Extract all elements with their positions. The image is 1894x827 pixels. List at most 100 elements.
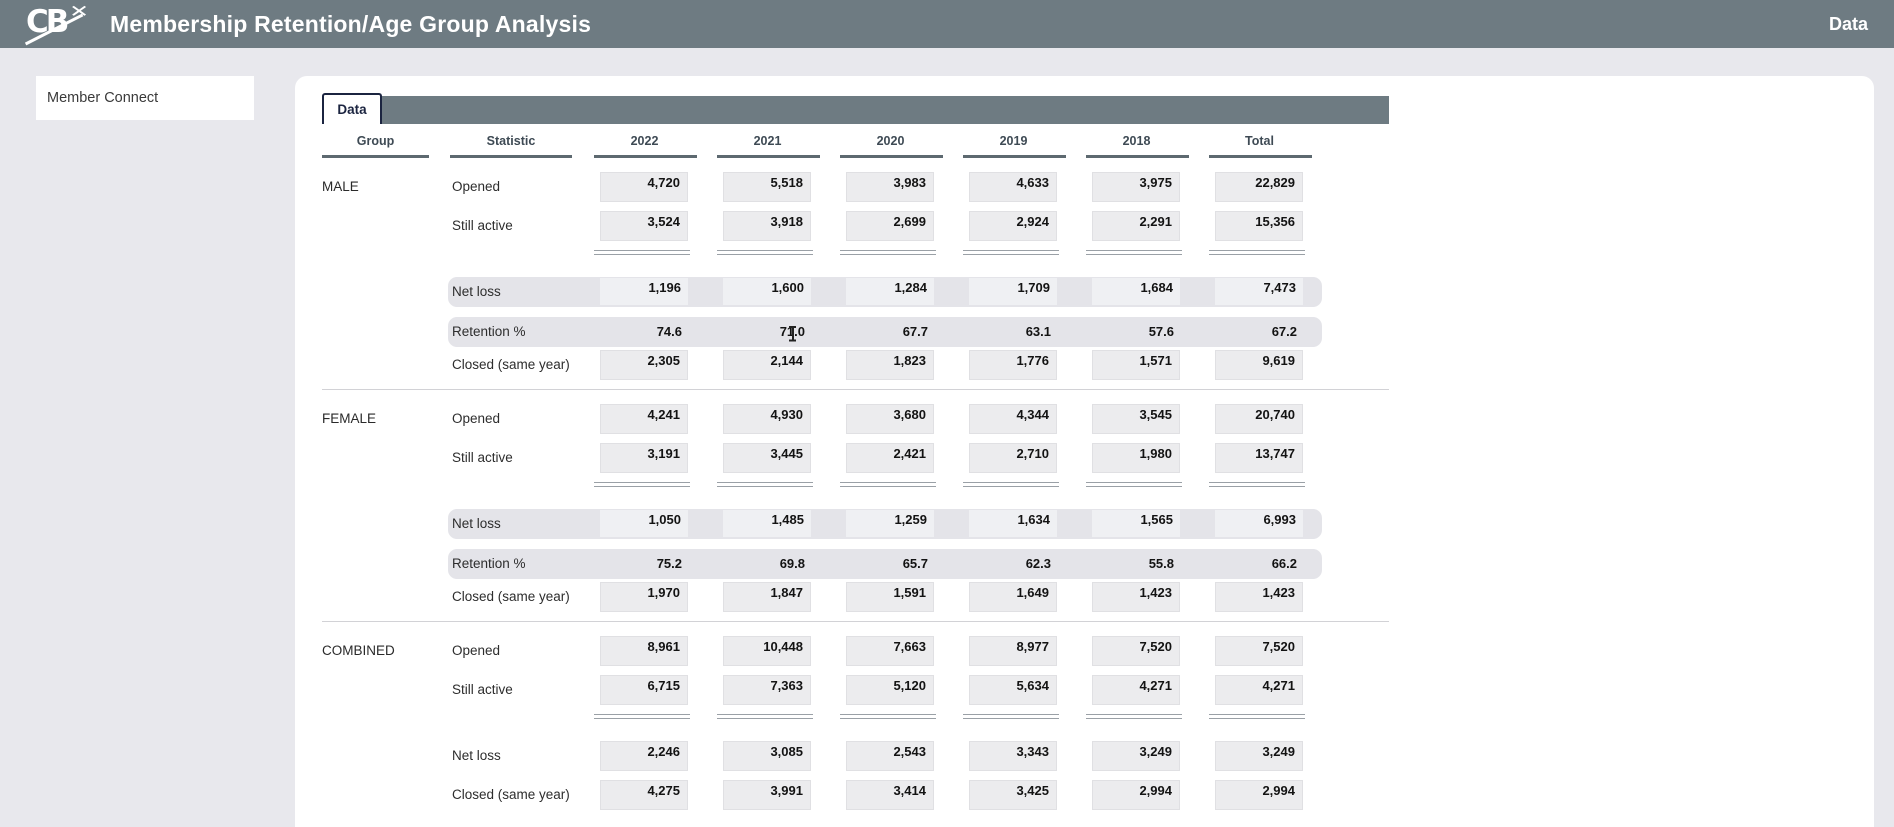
value-box[interactable]: 3,425 — [969, 780, 1057, 810]
value-cell: 63.1 — [961, 317, 1084, 347]
value-box[interactable]: 6,993 — [1215, 510, 1303, 537]
value-box[interactable]: 1,423 — [1092, 582, 1180, 612]
value-cell: 1,591 — [838, 582, 961, 612]
value-box[interactable]: 3,680 — [846, 404, 934, 434]
value-box[interactable]: 4,275 — [600, 780, 688, 810]
value-box[interactable]: 8,961 — [600, 636, 688, 666]
value-box[interactable]: 1,196 — [600, 278, 688, 305]
value-box[interactable]: 7,520 — [1092, 636, 1180, 666]
value-cell: 2,543 — [838, 741, 961, 771]
group-spacer — [322, 741, 450, 771]
value-cell — [1207, 250, 1330, 255]
value-box[interactable]: 4,271 — [1215, 675, 1303, 705]
value-text: 7,520 — [1262, 639, 1295, 654]
value-box[interactable]: 2,994 — [1215, 780, 1303, 810]
value-box[interactable]: 3,918 — [723, 211, 811, 241]
value-box[interactable]: 2,699 — [846, 211, 934, 241]
value-box[interactable]: 1,847 — [723, 582, 811, 612]
value-box[interactable]: 4,720 — [600, 172, 688, 202]
tab-data[interactable]: Data — [322, 93, 382, 124]
value-box[interactable]: 1,284 — [846, 278, 934, 305]
value-box[interactable]: 1,259 — [846, 510, 934, 537]
value-box[interactable]: 1,970 — [600, 582, 688, 612]
value-box[interactable]: 1,591 — [846, 582, 934, 612]
value-box[interactable]: 1,709 — [969, 278, 1057, 305]
value-box[interactable]: 15,356 — [1215, 211, 1303, 241]
value-box[interactable]: 1,684 — [1092, 278, 1180, 305]
value-box[interactable]: 3,414 — [846, 780, 934, 810]
value-cell: 6,993 — [1207, 509, 1330, 539]
value-box[interactable]: 3,545 — [1092, 404, 1180, 434]
value-box[interactable]: 1,634 — [969, 510, 1057, 537]
value-box[interactable]: 1,823 — [846, 350, 934, 380]
value-box[interactable]: 3,983 — [846, 172, 934, 202]
value-box[interactable]: 5,120 — [846, 675, 934, 705]
value-box[interactable]: 3,991 — [723, 780, 811, 810]
value-text: 1,050 — [648, 512, 681, 527]
value-box[interactable]: 3,445 — [723, 443, 811, 473]
value-box[interactable]: 2,543 — [846, 741, 934, 771]
value-box[interactable]: 2,710 — [969, 443, 1057, 473]
value-text: 1,485 — [771, 512, 804, 527]
value-box[interactable]: 1,565 — [1092, 510, 1180, 537]
table-row: Net loss 1,050 1,485 1,259 1,634 1,565 6,993 — [322, 509, 1330, 539]
value-cell: 1,050 — [592, 509, 715, 539]
value-box[interactable]: 2,291 — [1092, 211, 1180, 241]
value-box[interactable]: 1,050 — [600, 510, 688, 537]
value-box[interactable]: 1,485 — [723, 510, 811, 537]
value-text: 6,715 — [647, 678, 680, 693]
value-box[interactable]: 1,776 — [969, 350, 1057, 380]
sidebar-item-member-connect[interactable]: Member Connect — [36, 76, 254, 120]
value-box[interactable]: 3,249 — [1215, 741, 1303, 771]
value-text: 63.1 — [1025, 324, 1051, 339]
value-box[interactable]: 1,980 — [1092, 443, 1180, 473]
value-box[interactable]: 5,518 — [723, 172, 811, 202]
nav-data-link[interactable]: Data — [1828, 13, 1868, 34]
value-box[interactable]: 1,423 — [1215, 582, 1303, 612]
tab-strip — [381, 96, 1389, 124]
value-box[interactable]: 20,740 — [1215, 404, 1303, 434]
value-box[interactable]: 3,191 — [600, 443, 688, 473]
table-row: FEMALE Opened 4,241 4,930 3,680 4,344 3,545 20,… — [322, 404, 1330, 434]
value-box[interactable]: 8,977 — [969, 636, 1057, 666]
value-box[interactable]: 3,343 — [969, 741, 1057, 771]
value-box[interactable]: 5,634 — [969, 675, 1057, 705]
value-box[interactable]: 3,524 — [600, 211, 688, 241]
value-box[interactable]: 1,649 — [969, 582, 1057, 612]
value-box[interactable]: 4,344 — [969, 404, 1057, 434]
value-box[interactable]: 13,747 — [1215, 443, 1303, 473]
group-spacer — [322, 582, 450, 612]
value-box[interactable]: 6,715 — [600, 675, 688, 705]
value-box[interactable]: 1,571 — [1092, 350, 1180, 380]
table-row: Closed (same year) 4,275 3,991 3,414 3,425 2,… — [322, 780, 1330, 810]
value-box[interactable]: 7,663 — [846, 636, 934, 666]
value-box[interactable]: 2,246 — [600, 741, 688, 771]
value-cell: 1,600 — [715, 277, 838, 307]
value-text: 10,448 — [763, 639, 803, 654]
value-box[interactable]: 2,421 — [846, 443, 934, 473]
value-box[interactable]: 7,473 — [1215, 278, 1303, 305]
value-box[interactable]: 3,975 — [1092, 172, 1180, 202]
value-box[interactable]: 4,241 — [600, 404, 688, 434]
value-box[interactable]: 10,448 — [723, 636, 811, 666]
value-box[interactable]: 7,363 — [723, 675, 811, 705]
value-box[interactable]: 2,144 — [723, 350, 811, 380]
value-box[interactable]: 22,829 — [1215, 172, 1303, 202]
value-box[interactable]: 2,305 — [600, 350, 688, 380]
value-box[interactable]: 3,249 — [1092, 741, 1180, 771]
value-box[interactable]: 2,924 — [969, 211, 1057, 241]
value-box[interactable]: 2,994 — [1092, 780, 1180, 810]
value-text: 2,543 — [893, 744, 926, 759]
value-box[interactable]: 3,085 — [723, 741, 811, 771]
value-box[interactable]: 9,619 — [1215, 350, 1303, 380]
value-text: 4,633 — [1016, 175, 1049, 190]
group-spacer — [322, 509, 450, 539]
group-spacer — [322, 780, 450, 810]
value-box[interactable]: 4,271 — [1092, 675, 1180, 705]
table-header-row: Group Statistic 2022 2021 2020 2019 2018 Total — [322, 126, 1330, 158]
value-box[interactable]: 1,600 — [723, 278, 811, 305]
value-box[interactable]: 7,520 — [1215, 636, 1303, 666]
value-box[interactable]: 4,930 — [723, 404, 811, 434]
value-box[interactable]: 4,633 — [969, 172, 1057, 202]
value-text: 4,271 — [1262, 678, 1295, 693]
